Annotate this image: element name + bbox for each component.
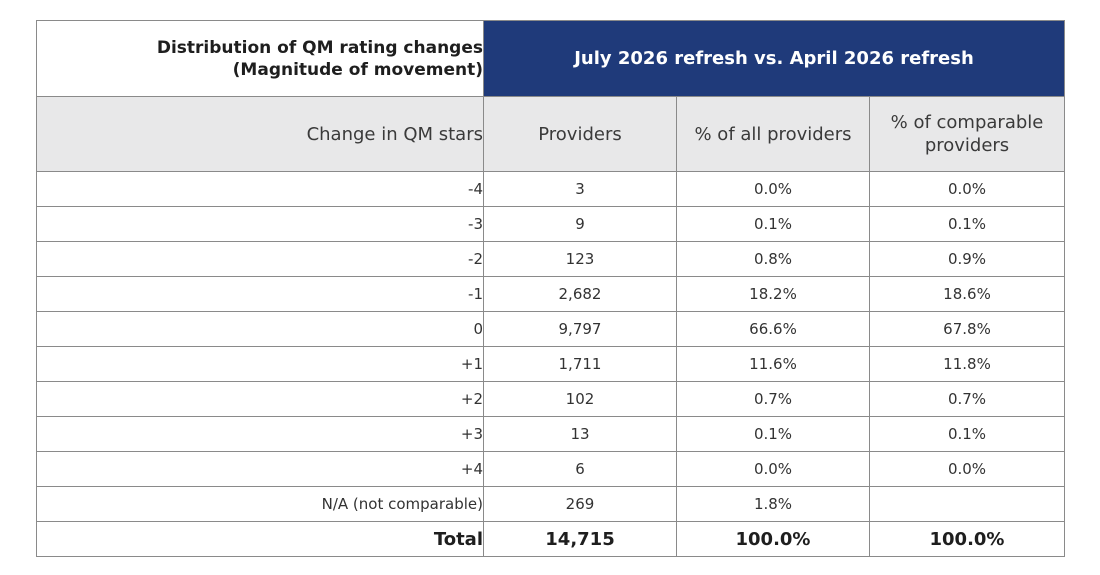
header-pct-comparable: % of comparable providers <box>869 96 1065 172</box>
header-pct-comparable-line2: providers <box>924 135 1010 156</box>
table-row: N/A (not comparable) 269 1.8% <box>36 486 1065 522</box>
row-providers: 6 <box>483 451 677 487</box>
table-title-line2: (Magnitude of movement) <box>232 59 483 80</box>
header-row: Change in QM stars Providers % of all pr… <box>36 96 1065 172</box>
table-title: Distribution of QM rating changes (Magni… <box>36 20 484 97</box>
row-providers: 2,682 <box>483 276 677 312</box>
header-pct-comparable-line1: % of comparable <box>890 112 1044 133</box>
row-providers: 123 <box>483 241 677 277</box>
row-pct-comparable: 0.1% <box>869 206 1065 242</box>
row-pct-comparable: 67.8% <box>869 311 1065 347</box>
header-providers: Providers <box>483 96 677 172</box>
row-change-label: -3 <box>36 206 484 242</box>
row-pct-all: 0.7% <box>676 381 870 417</box>
table-row: +4 6 0.0% 0.0% <box>36 451 1065 487</box>
row-change-label: +2 <box>36 381 484 417</box>
row-pct-comparable: 0.9% <box>869 241 1065 277</box>
table-row: 0 9,797 66.6% 67.8% <box>36 311 1065 347</box>
data-rows: -4 3 0.0% 0.0% -3 9 0.1% 0.1% -2 123 0.8% 0.9% -1 2,6… <box>36 171 1065 522</box>
total-pct-comparable: 100.0% <box>869 521 1065 557</box>
row-pct-all: 0.0% <box>676 451 870 487</box>
row-pct-comparable: 18.6% <box>869 276 1065 312</box>
row-providers: 102 <box>483 381 677 417</box>
row-pct-all: 11.6% <box>676 346 870 382</box>
table-title-line1: Distribution of QM rating changes <box>156 37 483 58</box>
row-providers: 9,797 <box>483 311 677 347</box>
row-pct-comparable: 11.8% <box>869 346 1065 382</box>
row-pct-all: 0.8% <box>676 241 870 277</box>
row-providers: 269 <box>483 486 677 522</box>
table-row: +2 102 0.7% 0.7% <box>36 381 1065 417</box>
total-pct-all: 100.0% <box>676 521 870 557</box>
header-change-in-stars: Change in QM stars <box>36 96 484 172</box>
row-pct-all: 0.1% <box>676 206 870 242</box>
row-pct-comparable: 0.0% <box>869 451 1065 487</box>
row-change-label: -2 <box>36 241 484 277</box>
row-pct-all: 0.0% <box>676 171 870 207</box>
title-row: Distribution of QM rating changes (Magni… <box>36 20 1065 97</box>
row-providers: 13 <box>483 416 677 452</box>
row-change-label: 0 <box>36 311 484 347</box>
qm-rating-changes-table: Distribution of QM rating changes (Magni… <box>36 20 1065 557</box>
comparison-banner: July 2026 refresh vs. April 2026 refresh <box>483 20 1065 97</box>
row-change-label: N/A (not comparable) <box>36 486 484 522</box>
row-change-label: -1 <box>36 276 484 312</box>
row-pct-comparable: 0.0% <box>869 171 1065 207</box>
total-row: Total 14,715 100.0% 100.0% <box>36 521 1065 557</box>
row-pct-comparable: 0.7% <box>869 381 1065 417</box>
row-change-label: +3 <box>36 416 484 452</box>
row-pct-all: 18.2% <box>676 276 870 312</box>
total-providers: 14,715 <box>483 521 677 557</box>
row-pct-all: 1.8% <box>676 486 870 522</box>
table-row: -1 2,682 18.2% 18.6% <box>36 276 1065 312</box>
row-change-label: +4 <box>36 451 484 487</box>
table-row: +1 1,711 11.6% 11.8% <box>36 346 1065 382</box>
row-change-label: -4 <box>36 171 484 207</box>
header-pct-all: % of all providers <box>676 96 870 172</box>
table-row: -2 123 0.8% 0.9% <box>36 241 1065 277</box>
row-providers: 1,711 <box>483 346 677 382</box>
row-pct-all: 0.1% <box>676 416 870 452</box>
table-row: -4 3 0.0% 0.0% <box>36 171 1065 207</box>
row-pct-comparable: 0.1% <box>869 416 1065 452</box>
row-providers: 9 <box>483 206 677 242</box>
row-pct-all: 66.6% <box>676 311 870 347</box>
row-pct-comparable <box>869 486 1065 522</box>
table-row: +3 13 0.1% 0.1% <box>36 416 1065 452</box>
total-label: Total <box>36 521 484 557</box>
row-providers: 3 <box>483 171 677 207</box>
row-change-label: +1 <box>36 346 484 382</box>
table-row: -3 9 0.1% 0.1% <box>36 206 1065 242</box>
